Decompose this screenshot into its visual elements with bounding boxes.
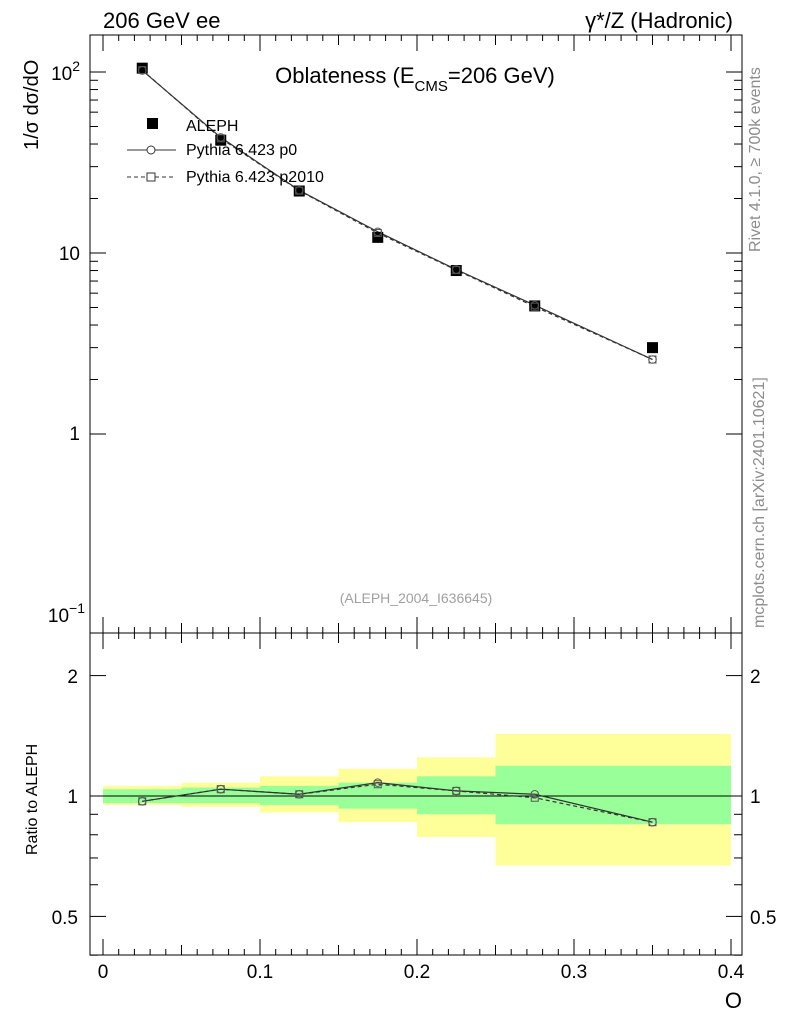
aleph-point (647, 342, 658, 354)
ratio-bands (103, 733, 731, 866)
ratio-p0-point (530, 789, 540, 799)
aleph-point (450, 265, 462, 277)
upper-title: Oblateness (ECMS=206 GeV) (275, 63, 555, 95)
legend-p0-marker (146, 145, 156, 155)
legend-p2010-marker (146, 172, 156, 182)
header-right: γ*/Z (Hadronic) (585, 8, 733, 33)
upper-ylabel: 1/σ dσ/dO (21, 60, 43, 150)
xtick-label-01: 0.1 (247, 962, 273, 983)
p0-line (141, 69, 653, 361)
ratio-p2010-point (530, 793, 539, 802)
p0-point (451, 265, 461, 274)
ytick-100-base: 10 (51, 64, 72, 85)
upper-marks (136, 62, 658, 364)
xtick-label-03: 0.3 (561, 962, 587, 983)
ratio-p0-point (216, 784, 226, 794)
xtick-label-0: 0 (98, 962, 109, 983)
ratio-p0-point (648, 817, 657, 827)
lower-ticks (90, 633, 742, 956)
lower-frame (89, 632, 743, 956)
ratio-ytick-2-right: 2 (750, 667, 761, 688)
aleph-point (293, 185, 305, 197)
upper-panel: Oblateness (ECMS=206 GeV) 1/σ dσ/dO 102 … (21, 34, 743, 634)
ratio-ytick-1-right: 1 (750, 787, 761, 808)
ratio-p0-point (451, 786, 461, 796)
ratio-ytick-1-left: 1 (67, 787, 78, 808)
aleph-point (529, 300, 541, 312)
ratio-marks (137, 778, 657, 827)
ratio-ytick-05-left: 0.5 (52, 908, 78, 929)
legend-p2010-label: Pythia 6.423 p2010 (186, 169, 324, 186)
mcplots-label: mcplots.cern.ch [arXiv:2401.10621] (751, 377, 768, 628)
ytick-01-exp: −1 (69, 600, 85, 616)
ytick-01-base: 10 (48, 606, 69, 627)
aleph-point (136, 62, 148, 74)
ytick-label-01: 10−1 (48, 600, 85, 627)
ratio-ytick-2-left: 2 (67, 667, 78, 688)
header-left: 206 GeV ee (103, 8, 220, 33)
xtick-label-04: 0.4 (718, 962, 745, 983)
p0-point (294, 186, 304, 195)
ytick-label-100: 102 (51, 58, 80, 85)
aleph-point (372, 231, 384, 243)
p0-point (373, 227, 383, 237)
legend-aleph-label: ALEPH (186, 118, 238, 135)
ratio-band-inner (260, 785, 339, 805)
xtick-label-02: 0.2 (404, 962, 430, 983)
title-main: Oblateness (E (275, 63, 414, 88)
ytick-label-1: 1 (69, 424, 80, 445)
lower-panel: Ratio to ALEPH O 2 1 0.5 2 1 0.5 0 0.1 0… (24, 632, 776, 1013)
ratio-p0-point (137, 796, 147, 806)
ratio-ytick-05-right: 0.5 (750, 908, 776, 929)
title-rest: =206 GeV) (448, 63, 555, 88)
legend: ALEPH Pythia 6.423 p0 Pythia 6.423 p2010 (127, 118, 324, 186)
ratio-p0-point (373, 778, 383, 787)
aleph-point (215, 134, 227, 146)
ytick-label-10: 10 (59, 244, 80, 265)
ratio-band-inner (495, 765, 731, 825)
upper-ticks (90, 35, 742, 633)
ytick-100-exp: 2 (72, 58, 80, 74)
p0-point (648, 355, 657, 364)
legend-aleph-marker (147, 118, 158, 129)
ratio-band-inner (181, 787, 260, 804)
ratio-p0-point (294, 789, 304, 799)
legend-p0-label: Pythia 6.423 p0 (186, 142, 297, 159)
lower-ylabel: Ratio to ALEPH (24, 744, 41, 855)
p0-point (216, 133, 226, 142)
rivet-label: Rivet 4.1.0, ≥ 700k events (747, 67, 764, 252)
p0-point (530, 300, 540, 310)
title-sub: CMS (415, 78, 448, 95)
p2010-line (141, 69, 653, 361)
ratio-band-inner (417, 776, 496, 815)
analysis-watermark: (ALEPH_2004_I636645) (340, 590, 493, 606)
xlabel: O (725, 988, 742, 1013)
p0-point (137, 66, 147, 75)
